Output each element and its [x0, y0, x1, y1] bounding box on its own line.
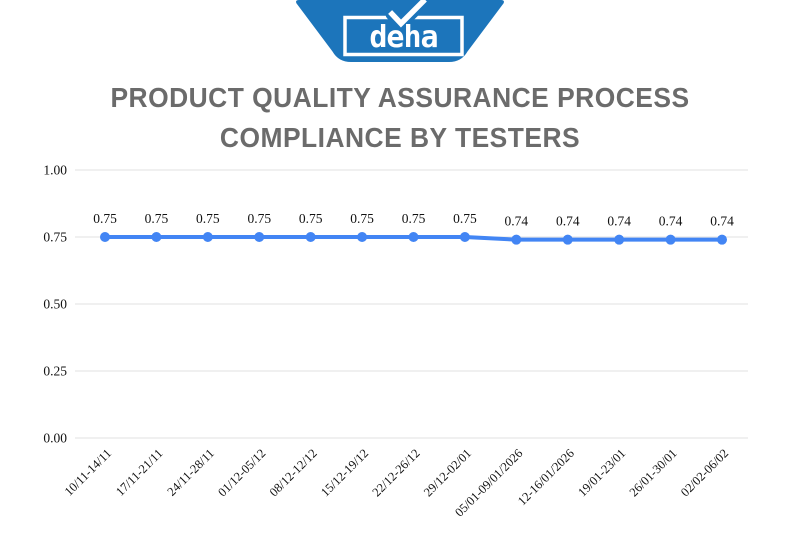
- x-axis-tick-label: 01/12-05/12: [215, 446, 268, 499]
- data-point-label: 0.75: [145, 211, 169, 226]
- y-axis-tick-label: 1.00: [43, 163, 67, 178]
- chart-canvas: 0.00 0.25 0.50 0.75 1.00 0.75 0.75 0.75 0.75 0.75…: [43, 163, 748, 519]
- y-axis-tick-label: 0.75: [43, 230, 67, 245]
- data-point: [614, 234, 625, 245]
- data-point-label: 0.74: [505, 214, 529, 229]
- x-axis-tick-label: 19/01-23/01: [575, 446, 628, 499]
- x-axis-tick-label: 17/11-21/11: [113, 446, 165, 498]
- data-point: [562, 234, 573, 245]
- data-point-label: 0.75: [453, 211, 477, 226]
- logo-banner: deha: [0, 0, 800, 62]
- data-point-label: 0.75: [247, 211, 271, 226]
- x-axis-tick-label: 02/02-06/02: [678, 446, 731, 499]
- line-chart: 0.00 0.25 0.50 0.75 1.00 0.75 0.75 0.75 0.75 0.75…: [0, 160, 800, 534]
- data-point: [202, 232, 213, 242]
- data-point-label: 0.74: [659, 214, 683, 229]
- data-point: [100, 232, 110, 242]
- data-point: [511, 234, 522, 245]
- x-axis-tick-label: 08/12-12/12: [267, 446, 320, 499]
- x-axis-tick-label: 26/01-30/01: [627, 446, 680, 499]
- data-point-label: 0.75: [402, 211, 426, 226]
- deha-logo: deha: [296, 0, 504, 62]
- data-point: [717, 234, 727, 245]
- y-axis-tick-label: 0.00: [43, 431, 67, 446]
- data-point-label: 0.74: [607, 214, 631, 229]
- data-point: [459, 232, 470, 242]
- data-point: [665, 234, 676, 245]
- logo-text: deha: [369, 20, 437, 55]
- chart-title: PRODUCT QUALITY ASSURANCE PROCESS COMPLI…: [110, 82, 690, 153]
- data-point-label: 0.75: [299, 211, 323, 226]
- x-axis-tick-label: 10/11-14/11: [62, 446, 114, 498]
- data-point-label: 0.75: [350, 211, 374, 226]
- logo-background-shape: [296, 0, 504, 62]
- data-point: [305, 232, 316, 242]
- data-point: [254, 232, 265, 242]
- data-point: [408, 232, 419, 242]
- y-axis-tick-label: 0.50: [43, 297, 67, 312]
- y-axis-tick-label: 0.25: [43, 364, 67, 379]
- data-point-label: 0.75: [196, 211, 220, 226]
- x-axis-tick-label: 22/12-26/12: [370, 446, 423, 499]
- data-point-label: 0.74: [710, 214, 734, 229]
- checkmark-icon: [388, 0, 427, 28]
- data-point: [151, 232, 162, 242]
- data-point: [357, 232, 368, 242]
- x-axis-tick-label: 15/12-19/12: [318, 446, 371, 499]
- data-point-label: 0.74: [556, 214, 580, 229]
- data-point-label: 0.75: [93, 211, 117, 226]
- x-axis-tick-label: 29/12-02/01: [421, 446, 474, 499]
- x-axis-tick-label: 24/11-28/11: [164, 446, 216, 498]
